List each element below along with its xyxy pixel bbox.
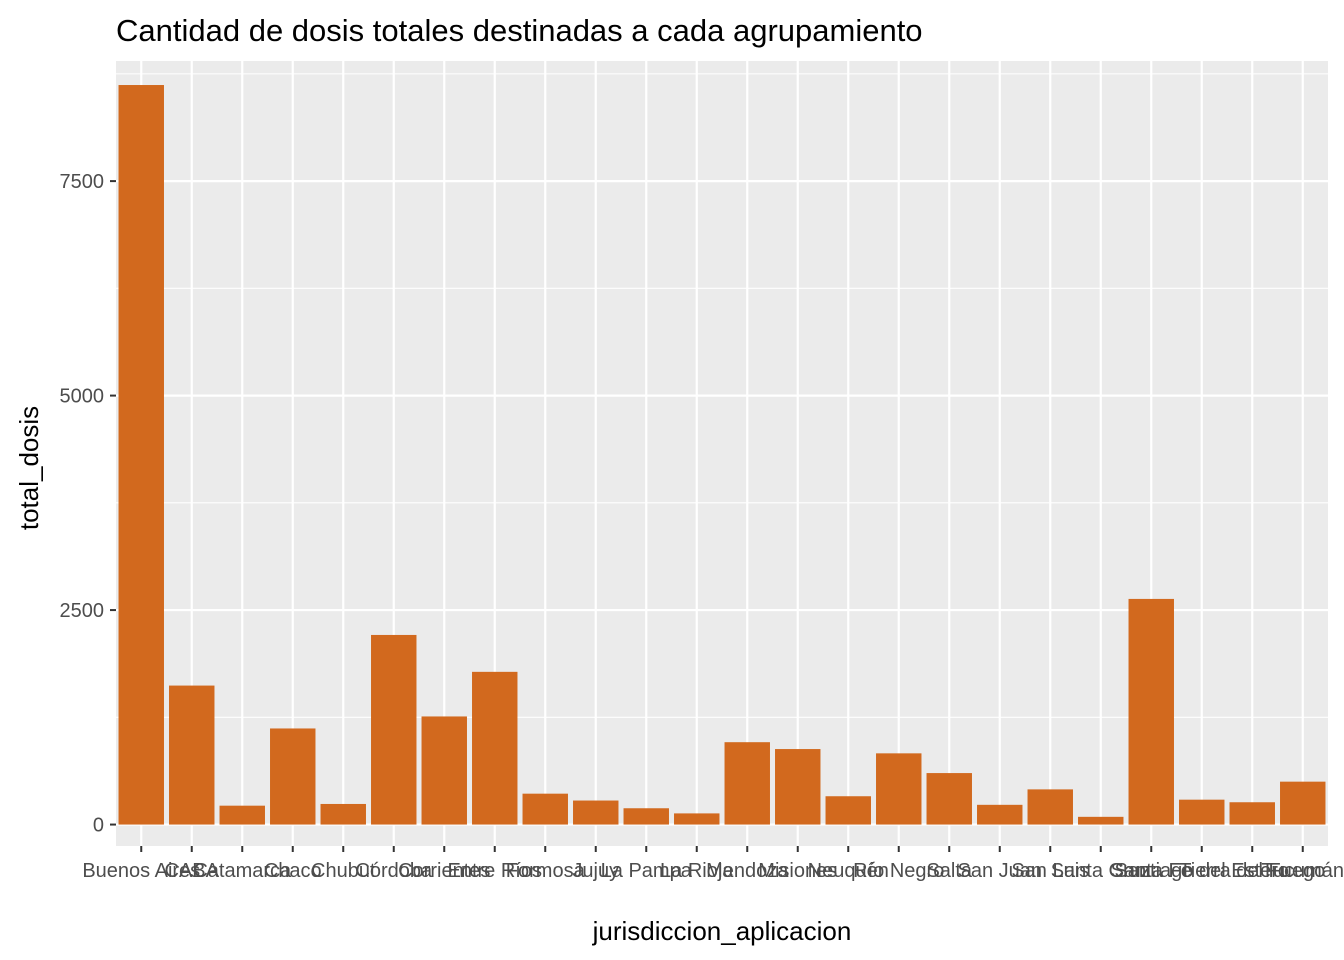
x-axis: Buenos AiresCABACatamarcaChacoChubutCórd… xyxy=(82,846,1344,882)
bar xyxy=(118,85,164,825)
bar xyxy=(371,634,417,825)
plot-panel xyxy=(116,61,1328,846)
x-tick-label: Chaco xyxy=(264,860,322,882)
x-tick-label: Córdoba xyxy=(355,860,433,882)
bar xyxy=(825,796,871,825)
x-axis-title: jurisdiccion_aplicacion xyxy=(592,916,852,946)
x-tick-label: Salta xyxy=(926,860,972,882)
bar xyxy=(270,728,316,825)
x-tick-label: San Luis xyxy=(1011,860,1089,882)
bar xyxy=(1128,598,1174,825)
x-tick-label: Tucumán xyxy=(1261,860,1344,882)
bar xyxy=(169,685,215,825)
x-tick-label: Mendoza xyxy=(706,860,789,882)
bar xyxy=(573,800,619,825)
bar xyxy=(219,805,265,825)
y-tick-label: 5000 xyxy=(60,386,105,408)
y-tick-label: 0 xyxy=(93,815,104,837)
bar xyxy=(623,808,669,825)
x-tick-label: Río Negro xyxy=(853,860,944,882)
x-tick-label: Formosa xyxy=(506,860,586,882)
x-tick-label: Tierra del Fuego xyxy=(1179,860,1325,882)
x-tick-label: Chubut xyxy=(311,860,376,882)
y-tick-label: 2500 xyxy=(60,600,105,622)
x-tick-label: Catamarca xyxy=(193,860,292,882)
x-tick-label: Jujuy xyxy=(572,860,619,882)
bar xyxy=(522,793,568,825)
chart-title: Cantidad de dosis totales destinadas a c… xyxy=(116,13,923,48)
x-tick-label: La Rioja xyxy=(660,860,734,882)
bar xyxy=(421,716,467,825)
x-tick-label: Santiago del Estero xyxy=(1114,860,1289,882)
bar xyxy=(1078,816,1124,825)
x-tick-label: San Juan xyxy=(957,860,1042,882)
bar xyxy=(1027,789,1073,825)
x-tick-label: Corrientes xyxy=(398,860,490,882)
bar xyxy=(926,773,972,825)
x-tick-label: Entre Ríos xyxy=(448,860,542,882)
bar xyxy=(724,742,770,825)
x-tick-label: Santa Fe xyxy=(1111,860,1192,882)
bar xyxy=(472,671,518,825)
x-tick-label: Misiones xyxy=(758,860,837,882)
bar xyxy=(775,749,821,825)
y-axis-title: total_dosis xyxy=(14,406,44,530)
bar xyxy=(1280,781,1326,825)
bars xyxy=(118,85,1326,825)
x-tick-label: CABA xyxy=(165,860,220,882)
bar xyxy=(320,803,366,825)
bar xyxy=(977,804,1023,825)
bar xyxy=(674,813,720,825)
y-axis: 0 2500 5000 7500 xyxy=(60,171,116,837)
y-tick-label: 7500 xyxy=(60,171,105,193)
bar xyxy=(876,753,922,825)
bar xyxy=(1179,799,1225,825)
x-tick-label: Neuquén xyxy=(808,860,889,882)
x-tick-label: Buenos Aires xyxy=(82,860,200,882)
x-tick-label: Santa Cruz xyxy=(1051,860,1151,882)
bar xyxy=(1229,802,1275,825)
x-tick-label: La Pampa xyxy=(601,860,693,882)
